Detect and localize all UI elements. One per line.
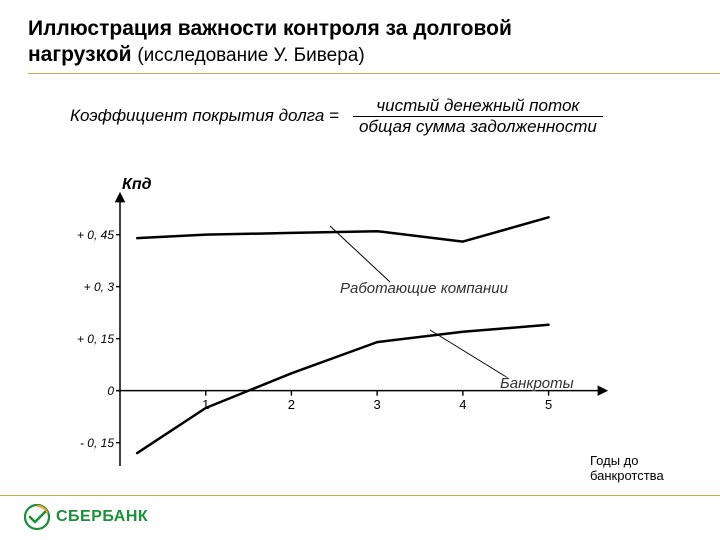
x-tick-label: 5 xyxy=(545,397,552,412)
y-tick-label: 0 xyxy=(58,384,114,398)
formula-lhs: Коэффициент покрытия долга = xyxy=(70,106,339,126)
x-tick-label: 3 xyxy=(374,397,381,412)
series-label: Работающие компании xyxy=(340,280,508,297)
logo-text: СБЕРБАНК xyxy=(56,508,148,526)
x-tick-label: 2 xyxy=(288,397,295,412)
x-tick-label: 1 xyxy=(202,397,209,412)
title-line2-rest: (исследование У. Бивера) xyxy=(137,45,364,66)
series-label: Банкроты xyxy=(500,375,574,392)
formula-numerator: чистый денежный поток xyxy=(370,96,585,116)
y-axis-title: Кпд xyxy=(122,176,152,194)
logo-mark-icon xyxy=(24,504,50,530)
title-line1: Иллюстрация важности контроля за долгово… xyxy=(28,17,512,40)
formula-fraction: чистый денежный поток общая сумма задолж… xyxy=(353,96,603,138)
y-tick-label: + 0, 15 xyxy=(58,332,114,346)
y-tick-label: + 0, 45 xyxy=(58,228,114,242)
footer-underline xyxy=(0,495,720,496)
logo: СБЕРБАНК xyxy=(24,504,148,530)
x-axis-title: Годы до банкротства xyxy=(590,454,710,484)
title-line2-bold: нагрузкой xyxy=(28,43,131,66)
x-tick-label: 4 xyxy=(459,397,466,412)
formula: Коэффициент покрытия долга = чистый дене… xyxy=(70,96,690,138)
y-tick-label: + 0, 3 xyxy=(58,280,114,294)
title-underline xyxy=(28,73,720,74)
y-tick-label: - 0, 15 xyxy=(58,436,114,450)
chart: Кпд Годы до банкротства - 0, 150+ 0, 15+… xyxy=(120,180,600,470)
formula-denominator: общая сумма задолженности xyxy=(353,117,603,137)
chart-svg xyxy=(120,180,600,470)
